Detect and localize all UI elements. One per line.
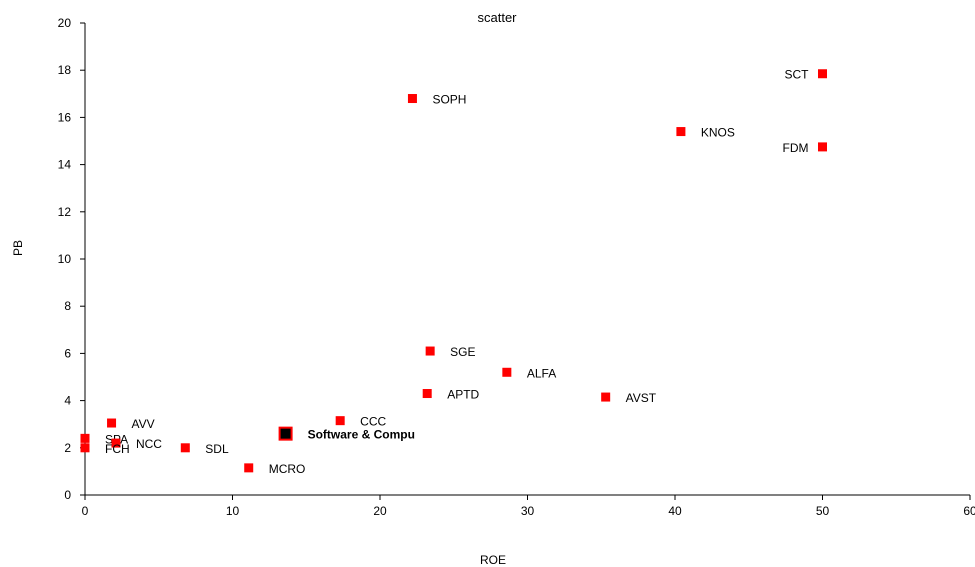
scatter-point: KNOS bbox=[676, 126, 735, 140]
y-tick-label: 4 bbox=[64, 394, 71, 408]
y-tick-label: 20 bbox=[58, 16, 72, 30]
point-marker bbox=[502, 367, 512, 377]
point-marker bbox=[676, 127, 686, 137]
point-marker bbox=[407, 94, 417, 104]
scatter-point: AVV bbox=[107, 417, 155, 431]
y-tick-label: 6 bbox=[64, 346, 71, 360]
scatter-point: NCC bbox=[111, 437, 162, 451]
x-tick-label: 10 bbox=[226, 504, 240, 518]
point-label: MCRO bbox=[269, 462, 306, 476]
scatter-point: ALFA bbox=[502, 366, 556, 380]
x-tick-label: 30 bbox=[521, 504, 535, 518]
scatter-point: SCT bbox=[785, 68, 827, 82]
y-tick-label: 14 bbox=[58, 158, 72, 172]
scatter-point: FCH bbox=[80, 442, 130, 456]
x-axis-title: ROE bbox=[480, 553, 506, 567]
point-label: APTD bbox=[447, 388, 479, 402]
chart-title: scatter bbox=[477, 10, 517, 25]
scatter-point: AVST bbox=[601, 391, 657, 405]
x-tick-label: 0 bbox=[82, 504, 89, 518]
point-label: AVST bbox=[626, 391, 657, 405]
point-label: FCH bbox=[105, 442, 130, 456]
y-tick-label: 18 bbox=[58, 63, 72, 77]
y-tick-label: 0 bbox=[64, 488, 71, 502]
y-tick-label: 16 bbox=[58, 110, 72, 124]
point-label: ALFA bbox=[527, 366, 556, 380]
point-label: NCC bbox=[136, 437, 162, 451]
x-tick-label: 40 bbox=[668, 504, 682, 518]
point-label: SGE bbox=[450, 345, 475, 359]
x-tick-label: 50 bbox=[816, 504, 830, 518]
scatter-point: SDL bbox=[180, 442, 229, 456]
point-label: Software & Compu bbox=[308, 428, 415, 442]
scatter-point: APTD bbox=[422, 388, 480, 402]
scatter-point: FDM bbox=[783, 141, 827, 155]
point-marker bbox=[180, 443, 190, 453]
y-axis-title: PB bbox=[11, 240, 25, 256]
point-label: AVV bbox=[132, 417, 155, 431]
point-marker bbox=[335, 416, 345, 426]
point-marker bbox=[111, 438, 121, 448]
data-points: SCTSOPHKNOSFDMSGEALFAAPTDAVSTCCCAVVSPANC… bbox=[80, 68, 827, 476]
scatter-point: SOPH bbox=[407, 93, 466, 107]
point-label: SOPH bbox=[432, 93, 466, 107]
y-tick-label: 12 bbox=[58, 205, 72, 219]
point-label: CCC bbox=[360, 415, 386, 429]
scatter-point: Software & Compu bbox=[278, 426, 415, 442]
y-tick-label: 2 bbox=[64, 441, 71, 455]
scatter-point: CCC bbox=[335, 415, 387, 429]
y-tick-label: 10 bbox=[58, 252, 72, 266]
point-marker bbox=[818, 69, 827, 79]
axes: 0 10 20 30 40 50 60 0 2 4 6 8 10 12 14 16 18 20 bbox=[58, 16, 975, 518]
scatter-point: MCRO bbox=[244, 462, 305, 476]
point-marker bbox=[80, 443, 90, 453]
scatter-point: SGE bbox=[425, 345, 475, 359]
point-marker bbox=[422, 389, 432, 399]
point-label: SCT bbox=[785, 68, 810, 82]
highlight-marker bbox=[280, 428, 291, 439]
point-label: FDM bbox=[783, 141, 809, 155]
x-tick-label: 60 bbox=[963, 504, 975, 518]
point-marker bbox=[244, 463, 254, 473]
point-marker bbox=[818, 142, 827, 152]
point-label: SDL bbox=[205, 442, 229, 456]
point-marker bbox=[80, 433, 90, 443]
point-marker bbox=[425, 346, 435, 356]
point-marker bbox=[601, 392, 611, 402]
y-tick-label: 8 bbox=[64, 299, 71, 313]
point-marker bbox=[107, 418, 117, 428]
point-label: KNOS bbox=[701, 126, 735, 140]
x-tick-label: 20 bbox=[373, 504, 387, 518]
